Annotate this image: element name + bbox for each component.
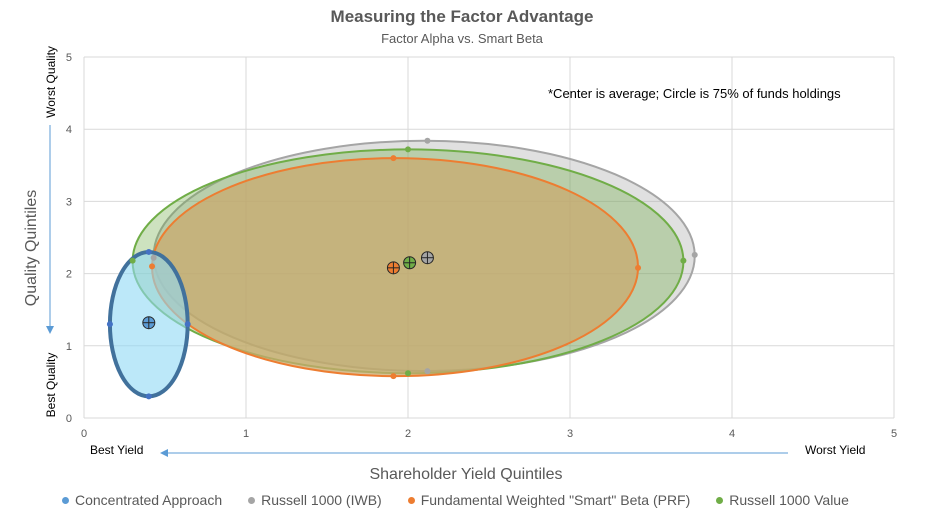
point-russell-1000-value — [405, 146, 411, 153]
x-left-label: Best Yield — [90, 443, 143, 457]
point-fundamental-weighted-smart-beta-prf — [635, 264, 642, 271]
x-tick-label: 4 — [729, 428, 735, 440]
point-russell-1000-iwb — [424, 137, 431, 144]
legend-label: Russell 1000 Value — [729, 492, 849, 508]
centers-layer — [142, 251, 434, 330]
point-fundamental-weighted-smart-beta-prf — [390, 155, 397, 162]
center-marker-concentrated-approach — [142, 316, 156, 330]
y-tick-label: 0 — [66, 413, 72, 425]
legend-label: Russell 1000 (IWB) — [261, 492, 382, 508]
x-tick-label: 0 — [81, 428, 87, 440]
point-russell-1000-iwb — [424, 368, 431, 375]
y-tick-label: 5 — [66, 52, 72, 64]
point-concentrated-approach — [184, 321, 191, 328]
legend-label: Concentrated Approach — [75, 492, 223, 508]
legend-dot-icon — [716, 496, 724, 504]
point-fundamental-weighted-smart-beta-prf — [149, 263, 156, 270]
point-concentrated-approach — [106, 321, 113, 328]
y-tick-label: 2 — [66, 269, 72, 281]
y-tick-labels: 0 1 2 3 4 5 — [66, 52, 72, 425]
center-marker-russell-1000-value — [403, 256, 417, 270]
point-concentrated-approach — [145, 393, 152, 400]
y-bottom-label: Best Quality — [44, 353, 58, 418]
x-tick-label: 2 — [405, 428, 411, 440]
legend-dot-icon — [62, 496, 69, 504]
x-tick-label: 3 — [567, 428, 573, 440]
legend-dot-icon — [248, 496, 256, 504]
y-top-label: Worst Quality — [44, 46, 58, 118]
legend-dot-icon — [407, 496, 415, 504]
x-axis-arrow — [160, 449, 788, 457]
points-layer — [106, 137, 698, 400]
point-russell-1000-iwb — [150, 254, 157, 261]
point-russell-1000-value — [129, 257, 136, 264]
x-tick-label: 5 — [891, 428, 897, 440]
legend-label: Fundamental Weighted "Smart" Beta (PRF) — [420, 492, 691, 508]
annotation-text: *Center is average; Circle is 75% of fun… — [548, 86, 841, 101]
legend-item-russell-1000: Russell 1000 (IWB) — [248, 492, 382, 508]
center-marker-russell-1000-iwb — [420, 251, 434, 265]
y-axis-arrow — [46, 125, 54, 334]
y-tick-label: 3 — [66, 196, 72, 208]
x-axis-title: Shareholder Yield Quintiles — [369, 466, 562, 483]
x-tick-labels: 0 1 2 3 4 5 — [81, 428, 897, 440]
legend-item-prf: Fundamental Weighted "Smart" Beta (PRF) — [407, 492, 691, 508]
x-right-label: Worst Yield — [805, 443, 865, 457]
point-concentrated-approach — [145, 248, 152, 255]
y-axis-title: Quality Quintiles — [23, 190, 40, 307]
point-fundamental-weighted-smart-beta-prf — [390, 373, 397, 380]
legend-item-concentrated: Concentrated Approach — [62, 492, 222, 508]
y-tick-label: 1 — [66, 341, 72, 353]
y-tick-label: 4 — [66, 124, 72, 136]
point-russell-1000-iwb — [691, 251, 698, 258]
chart-legend: Concentrated Approach Russell 1000 (IWB)… — [62, 492, 849, 508]
chart-subtitle: Factor Alpha vs. Smart Beta — [381, 31, 544, 46]
ellipse-layer — [107, 139, 696, 399]
center-marker-fundamental-weighted-smart-beta-prf — [386, 261, 400, 275]
chart-title: Measuring the Factor Advantage — [331, 7, 594, 26]
point-russell-1000-value — [680, 257, 687, 264]
point-russell-1000-value — [405, 370, 411, 377]
legend-item-russell-value: Russell 1000 Value — [716, 492, 849, 508]
x-tick-label: 1 — [243, 428, 249, 440]
